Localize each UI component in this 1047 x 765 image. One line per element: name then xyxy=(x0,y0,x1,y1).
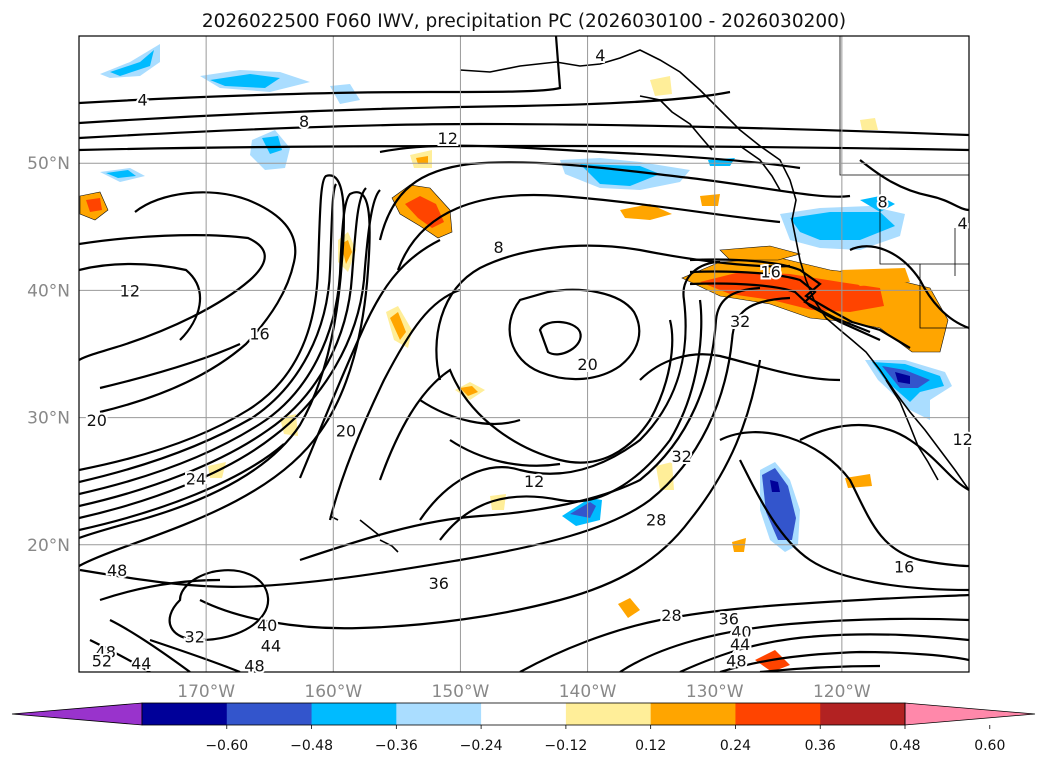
colorbar-tick-label: 0.24 xyxy=(720,738,751,754)
coastlines xyxy=(329,49,969,553)
contour-label: 4 xyxy=(137,91,147,110)
colorbar-over-triangle xyxy=(904,702,1036,726)
x-axis-ticks: 170°W 160°W 150°W 140°W 130°W 120°W xyxy=(177,682,871,702)
colorbar-tick-label: 0.36 xyxy=(805,738,836,754)
contour-label: 28 xyxy=(646,510,666,529)
colorbar-under-triangle xyxy=(11,702,143,726)
contour-label: 4 xyxy=(958,214,968,233)
colorbar-bin xyxy=(735,703,821,725)
colorbar: −0.60 −0.48 −0.36 −0.24 −0.12 0.12 0.24 0.36 0.4… xyxy=(11,702,1036,754)
colorbar-tick-label: −0.48 xyxy=(290,738,333,754)
colorbar-tick-label: −0.12 xyxy=(544,738,587,754)
contour-label: 44 xyxy=(261,636,281,655)
colorbar-bin xyxy=(565,703,652,725)
colorbar-bin xyxy=(650,703,736,725)
y-tick-label: 40°N xyxy=(27,281,70,301)
contour-label: 44 xyxy=(730,635,750,654)
y-axis-ticks: 20°N 30°N 40°N 50°N xyxy=(27,154,70,556)
contour-label: 8 xyxy=(493,238,503,257)
contour-label: 20 xyxy=(87,411,107,430)
contour-label: 20 xyxy=(577,355,597,374)
contour-label: 16 xyxy=(760,262,780,281)
contour-label: 32 xyxy=(730,312,750,331)
contour-label: 8 xyxy=(299,112,309,131)
colorbar-tick-label: −0.24 xyxy=(460,738,503,754)
contour-label: 40 xyxy=(257,616,277,635)
contour-label: 12 xyxy=(952,430,972,449)
state-borders xyxy=(839,36,969,329)
contour-label: 12 xyxy=(524,472,544,491)
contour-label: 48 xyxy=(244,657,264,676)
colorbar-tick-label: −0.36 xyxy=(375,738,418,754)
colorbar-tick-label: 0.12 xyxy=(635,738,666,754)
contour-label: 44 xyxy=(131,654,151,673)
y-tick-label: 50°N xyxy=(27,154,70,174)
colorbar-tick-label: 0.60 xyxy=(974,738,1005,754)
colorbar-frame xyxy=(141,702,906,726)
contour-label: 16 xyxy=(249,325,269,344)
contour-label: 12 xyxy=(120,281,140,300)
y-tick-label: 30°N xyxy=(27,409,70,429)
contour-label: 16 xyxy=(894,557,914,576)
x-tick-label: 170°W xyxy=(177,682,235,702)
x-tick-label: 120°W xyxy=(813,682,871,702)
colorbar-tick-label: −0.60 xyxy=(205,738,248,754)
x-tick-label: 130°W xyxy=(686,682,744,702)
x-tick-label: 160°W xyxy=(304,682,362,702)
colorbar-tick-label: 0.48 xyxy=(889,738,920,754)
colorbar-bin xyxy=(481,703,567,725)
y-tick-label: 20°N xyxy=(27,536,70,556)
x-tick-label: 140°W xyxy=(559,682,617,702)
contour-label: 48 xyxy=(96,643,116,662)
map-frame xyxy=(78,35,970,673)
contour-label: 4 xyxy=(595,46,605,65)
contour-label: 32 xyxy=(671,447,691,466)
colorbar-bin xyxy=(820,703,906,725)
contour-label: 8 xyxy=(877,192,887,211)
map-area xyxy=(79,36,969,672)
contour-label: 52 xyxy=(92,652,112,671)
gridlines xyxy=(79,36,969,672)
contour-label: 24 xyxy=(186,470,206,489)
contour-label: 36 xyxy=(719,610,739,629)
chart-title: 2026022500 F060 IWV, precipitation PC (2… xyxy=(202,11,846,32)
colorbar-bin xyxy=(142,703,228,725)
x-tick-label: 150°W xyxy=(432,682,490,702)
contour-label: 20 xyxy=(336,421,356,440)
iwv-contours xyxy=(79,36,969,672)
contour-label: 28 xyxy=(661,606,681,625)
contour-label: 48 xyxy=(726,652,746,671)
colorbar-bin xyxy=(311,703,397,725)
contour-label: 32 xyxy=(185,627,205,646)
contour-label: 12 xyxy=(438,129,458,148)
contour-label: 40 xyxy=(731,622,751,641)
colorbar-bin xyxy=(396,703,482,725)
contour-label: 48 xyxy=(107,561,127,580)
colorbar-bin xyxy=(226,703,313,725)
contour-label: 36 xyxy=(429,574,449,593)
